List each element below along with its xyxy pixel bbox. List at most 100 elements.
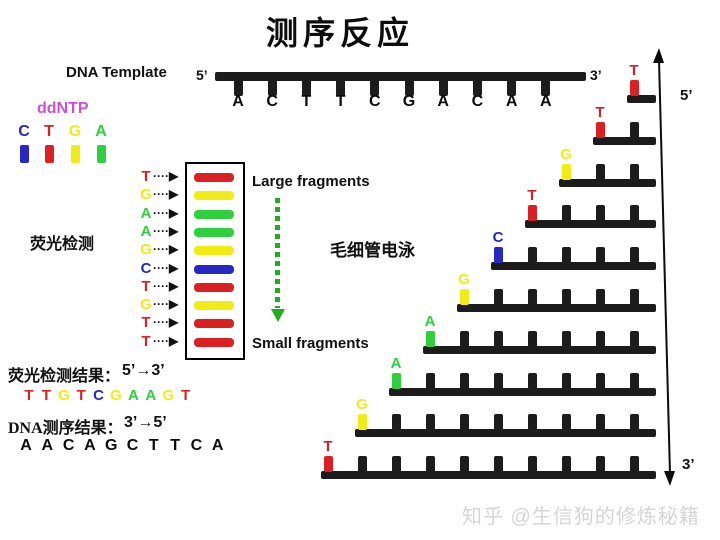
template-base: C: [471, 93, 484, 110]
page-title: 测序反应: [265, 15, 415, 51]
template-tick: [336, 80, 346, 96]
fluorescence-detection-label: 荧光检测: [30, 236, 95, 253]
template-tick: [472, 80, 482, 96]
ladder-fragment-bar: [457, 304, 656, 312]
ladder-tick: [459, 372, 469, 389]
ladder-tick: [493, 414, 503, 431]
ladder-tick: [629, 289, 639, 305]
template-base: A: [232, 93, 244, 110]
ladder-tick: [629, 247, 639, 264]
ladder-tick: [629, 121, 639, 138]
ladder-tick: [527, 414, 537, 431]
ladder-tick: [561, 247, 571, 264]
ladder-tick: [493, 289, 503, 305]
gel-lane-arrow-icon: ····▶: [153, 223, 179, 238]
gel-band: [194, 264, 234, 274]
gel-lane-base: T: [141, 168, 151, 185]
ladder-terminal-tick: [493, 247, 503, 264]
fluor-seq-base: G: [57, 387, 70, 404]
ladder-tick: [527, 330, 537, 347]
ladder-tick: [391, 414, 401, 431]
dna-seq-base: A: [84, 437, 96, 454]
ladder-tick: [561, 456, 571, 473]
ladder-terminal-tick: [459, 289, 469, 305]
dna-template-label: DNA Template: [66, 64, 167, 81]
fluor-seq-base: A: [145, 387, 157, 404]
ladder-tick: [561, 205, 571, 222]
gel-band: [194, 227, 234, 237]
ddntp-swatch: [19, 145, 29, 163]
gel-lane-arrow-icon: ····▶: [153, 169, 179, 183]
ddntp-base: T: [44, 123, 54, 140]
ladder-tick: [527, 456, 537, 473]
electrophoresis-arrow-head-icon: [271, 309, 285, 322]
ladder-terminal-base: T: [527, 187, 537, 205]
ladder-tick: [629, 205, 639, 222]
ladder-fragment-bar: [593, 136, 656, 145]
ladder-tick: [391, 456, 401, 473]
gel-lane-base: A: [140, 204, 152, 222]
gel-band: [194, 337, 234, 347]
template-tick: [267, 80, 277, 96]
ladder-terminal-tick: [323, 456, 333, 473]
gel-lane-arrow-icon: ····▶: [153, 260, 179, 275]
ladder-tick: [459, 330, 469, 347]
dna-template-strand: [215, 72, 586, 81]
fluor-seq-base: T: [41, 387, 51, 404]
capillary-electrophoresis-label: 毛细管电泳: [330, 241, 415, 260]
ladder-fragment-bar: [389, 387, 656, 396]
gel-lane-arrow-icon: ····▶: [153, 315, 179, 330]
dna-seq-base: G: [104, 437, 118, 454]
gel-lane-arrow-icon: ····▶: [153, 297, 179, 312]
watermark: 知乎 @生信狗的修炼秘籍: [462, 506, 700, 528]
dna-seq-base: T: [148, 437, 159, 454]
ddntp-swatch: [44, 145, 54, 163]
ladder-tick: [629, 330, 639, 347]
gel-lane-arrow-icon: ····▶: [153, 242, 179, 257]
ladder-terminal-tick: [629, 80, 639, 96]
ladder-tick: [595, 456, 605, 473]
gel-lane-base: T: [141, 332, 151, 350]
ladder-tick: [425, 372, 435, 389]
ladder-tick: [595, 205, 605, 222]
ladder-tick: [595, 289, 605, 305]
ladder-terminal-base: T: [629, 62, 639, 79]
fluor-seq-base: G: [162, 387, 175, 404]
gel-lane-base: A: [140, 222, 152, 240]
template-base: A: [540, 93, 552, 110]
ladder-tick: [527, 372, 537, 389]
dna-seq-base: C: [190, 437, 203, 454]
ladder-tick: [425, 456, 435, 473]
template-base: C: [266, 93, 278, 110]
gel-band: [194, 301, 234, 311]
template-tick: [507, 80, 517, 96]
ladder-three-prime-label: 3’: [682, 456, 695, 473]
ladder-tick: [629, 372, 639, 389]
template-base: G: [402, 93, 416, 110]
ladder-fragment-bar: [321, 471, 656, 480]
ladder-tick: [459, 414, 469, 431]
ladder-terminal-base: G: [458, 271, 470, 288]
gel-band: [194, 246, 234, 256]
template-tick: [301, 80, 311, 96]
gel-band: [194, 209, 234, 219]
fluor-result-direction: 5’→3’: [122, 362, 165, 379]
ladder-tick: [493, 372, 503, 389]
ddntp-base: C: [18, 123, 30, 140]
ladder-tick: [629, 163, 639, 180]
dna-seq-base: T: [170, 437, 180, 454]
ladder-tick: [561, 289, 571, 305]
gel-lane-base: G: [140, 186, 152, 204]
gel-lane-base: G: [140, 241, 152, 259]
ladder-terminal-tick: [595, 121, 605, 138]
ladder-tick: [595, 372, 605, 389]
ladder-fragment-bar: [627, 95, 656, 103]
ladder-tick: [527, 247, 537, 264]
gel-band: [194, 191, 234, 201]
ladder-fragment-bar: [525, 220, 656, 229]
ladder-tick: [561, 414, 571, 431]
ladder-tick: [357, 456, 367, 473]
ladder-terminal-base: T: [595, 103, 605, 121]
ladder-tick: [561, 330, 571, 347]
